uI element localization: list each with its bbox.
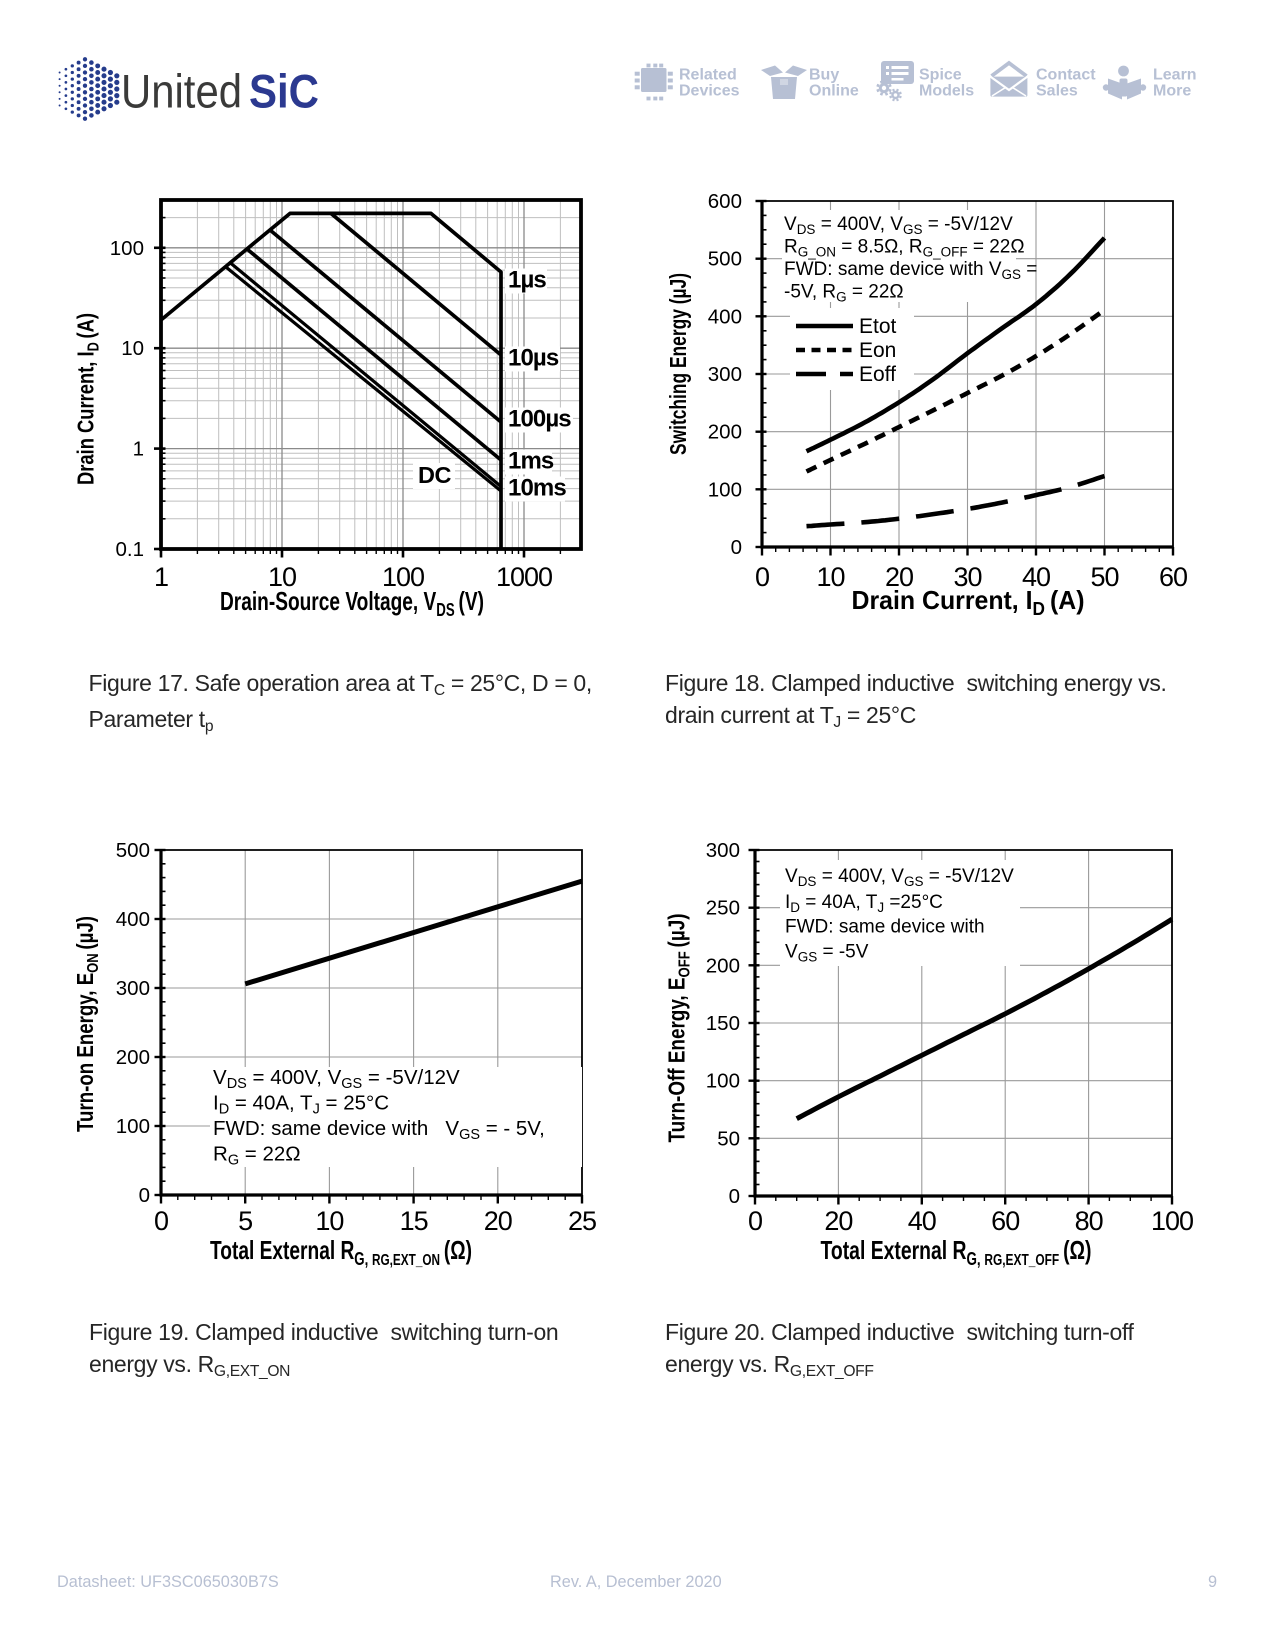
svg-text:25: 25 bbox=[568, 1206, 596, 1236]
svg-text:30: 30 bbox=[953, 562, 981, 592]
svg-text:RG_ON = 8.5Ω, RG_OFF = 22Ω: RG_ON = 8.5Ω, RG_OFF = 22Ω bbox=[784, 237, 1025, 260]
svg-text:1000: 1000 bbox=[496, 562, 552, 592]
svg-text:0: 0 bbox=[729, 1185, 740, 1208]
svg-text:400: 400 bbox=[708, 305, 742, 328]
svg-text:10µs: 10µs bbox=[508, 345, 559, 372]
svg-text:Related: Related bbox=[679, 67, 737, 84]
svg-text:Sales: Sales bbox=[1036, 83, 1078, 100]
svg-text:600: 600 bbox=[708, 190, 742, 213]
svg-text:Total External RG, RG,EXT_OFF: Total External RG, RG,EXT_OFF (Ω) bbox=[821, 1235, 1092, 1269]
svg-text:200: 200 bbox=[708, 421, 742, 444]
svg-text:Drain Current, ID (A): Drain Current, ID (A) bbox=[73, 313, 103, 485]
svg-text:5: 5 bbox=[238, 1206, 252, 1236]
svg-text:Drain-Source Voltage, VDS (V): Drain-Source Voltage, VDS (V) bbox=[220, 586, 484, 620]
svg-text:Switching Energy (µJ): Switching Energy (µJ) bbox=[665, 273, 691, 455]
svg-text:60: 60 bbox=[1159, 562, 1187, 592]
svg-text:SiC: SiC bbox=[249, 65, 319, 118]
svg-text:10: 10 bbox=[268, 562, 296, 592]
svg-text:100µs: 100µs bbox=[508, 406, 571, 433]
svg-text:10ms: 10ms bbox=[508, 475, 566, 502]
svg-text:RG = 22Ω: RG = 22Ω bbox=[213, 1143, 301, 1169]
svg-text:FWD: same device with VGS =: FWD: same device with VGS = bbox=[784, 259, 1037, 282]
svg-text:50: 50 bbox=[1090, 562, 1118, 592]
svg-text:VDS = 400V, VGS = -5V/12V: VDS = 400V, VGS = -5V/12V bbox=[784, 214, 1013, 237]
svg-text:Learn: Learn bbox=[1153, 67, 1197, 84]
svg-text:VGS = -5V: VGS = -5V bbox=[785, 942, 869, 965]
svg-text:100: 100 bbox=[706, 1070, 740, 1093]
svg-text:0: 0 bbox=[731, 536, 742, 559]
svg-text:FWD: same device with VGS =: FWD: same device with VGS = - 5V, bbox=[213, 1117, 545, 1143]
svg-text:Turn-Off Energy, EOFF (µJ): Turn-Off Energy, EOFF (µJ) bbox=[664, 914, 694, 1143]
svg-text:DC: DC bbox=[418, 462, 451, 488]
svg-text:200: 200 bbox=[706, 954, 740, 977]
svg-text:1ms: 1ms bbox=[508, 448, 554, 475]
svg-text:400: 400 bbox=[116, 908, 150, 931]
svg-text:Buy: Buy bbox=[809, 67, 839, 84]
svg-text:VDS = 400V, VGS = -5V/12V: VDS = 400V, VGS = -5V/12V bbox=[785, 866, 1014, 889]
svg-text:60: 60 bbox=[991, 1206, 1019, 1236]
svg-text:40: 40 bbox=[908, 1206, 936, 1236]
svg-text:1µs: 1µs bbox=[508, 267, 546, 294]
svg-text:Online: Online bbox=[809, 83, 859, 100]
svg-text:20: 20 bbox=[824, 1206, 852, 1236]
svg-text:100: 100 bbox=[382, 562, 424, 592]
svg-text:10: 10 bbox=[315, 1206, 343, 1236]
svg-text:10: 10 bbox=[121, 337, 144, 360]
svg-text:0: 0 bbox=[139, 1184, 150, 1207]
svg-text:Spice: Spice bbox=[919, 67, 962, 84]
svg-text:10: 10 bbox=[816, 562, 844, 592]
svg-text:20: 20 bbox=[484, 1206, 512, 1236]
svg-text:FWD: same device with: FWD: same device with bbox=[785, 917, 985, 938]
svg-text:Eon: Eon bbox=[859, 339, 896, 362]
svg-text:ID = 40A, TJ = 25°C: ID = 40A, TJ = 25°C bbox=[213, 1092, 389, 1118]
svg-text:20: 20 bbox=[885, 562, 913, 592]
svg-text:300: 300 bbox=[706, 839, 740, 862]
svg-text:250: 250 bbox=[706, 897, 740, 920]
svg-text:Total External RG, RG,EXT_ON (: Total External RG, RG,EXT_ON (Ω) bbox=[210, 1235, 472, 1269]
svg-text:0.1: 0.1 bbox=[116, 538, 145, 561]
svg-text:0: 0 bbox=[154, 1206, 168, 1236]
svg-text:VDS = 400V, VGS = -5V/12V: VDS = 400V, VGS = -5V/12V bbox=[213, 1066, 460, 1092]
svg-text:200: 200 bbox=[116, 1046, 150, 1069]
svg-text:Etot: Etot bbox=[859, 315, 897, 338]
svg-text:1: 1 bbox=[154, 562, 168, 592]
svg-text:Drain Current, ID (A): Drain Current, ID (A) bbox=[852, 585, 1085, 619]
svg-text:40: 40 bbox=[1022, 562, 1050, 592]
svg-text:50: 50 bbox=[717, 1127, 740, 1150]
svg-text:100: 100 bbox=[1151, 1206, 1193, 1236]
svg-text:More: More bbox=[1153, 83, 1191, 100]
svg-text:0: 0 bbox=[748, 1206, 762, 1236]
svg-text:Eoff: Eoff bbox=[859, 363, 896, 386]
svg-text:Models: Models bbox=[919, 83, 974, 100]
svg-text:80: 80 bbox=[1075, 1206, 1103, 1236]
svg-text:500: 500 bbox=[116, 839, 150, 862]
svg-text:ID = 40A, TJ =25°C: ID = 40A, TJ =25°C bbox=[785, 892, 943, 915]
svg-text:100: 100 bbox=[116, 1115, 150, 1138]
svg-text:Contact: Contact bbox=[1036, 67, 1096, 84]
svg-text:0: 0 bbox=[755, 562, 769, 592]
svg-text:Devices: Devices bbox=[679, 83, 740, 100]
svg-text:100: 100 bbox=[110, 237, 144, 260]
svg-text:-5V, RG = 22Ω: -5V, RG = 22Ω bbox=[784, 282, 904, 305]
svg-text:15: 15 bbox=[400, 1206, 428, 1236]
svg-text:1: 1 bbox=[133, 438, 144, 461]
svg-text:150: 150 bbox=[706, 1012, 740, 1035]
svg-text:300: 300 bbox=[116, 977, 150, 1000]
svg-text:500: 500 bbox=[708, 248, 742, 271]
svg-text:300: 300 bbox=[708, 363, 742, 386]
svg-text:United: United bbox=[121, 65, 242, 118]
svg-text:Turn-on Energy, EON (µJ): Turn-on Energy, EON (µJ) bbox=[72, 916, 102, 1132]
svg-text:100: 100 bbox=[708, 478, 742, 501]
